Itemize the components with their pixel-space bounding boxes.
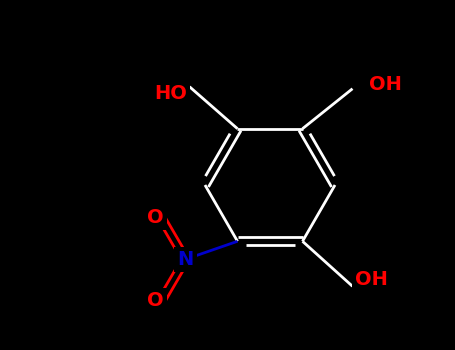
Text: N: N — [177, 250, 194, 269]
Text: O: O — [147, 291, 164, 310]
Text: HO: HO — [155, 84, 187, 103]
Text: OH: OH — [354, 270, 387, 289]
Text: O: O — [147, 208, 164, 227]
Text: OH: OH — [369, 75, 402, 94]
